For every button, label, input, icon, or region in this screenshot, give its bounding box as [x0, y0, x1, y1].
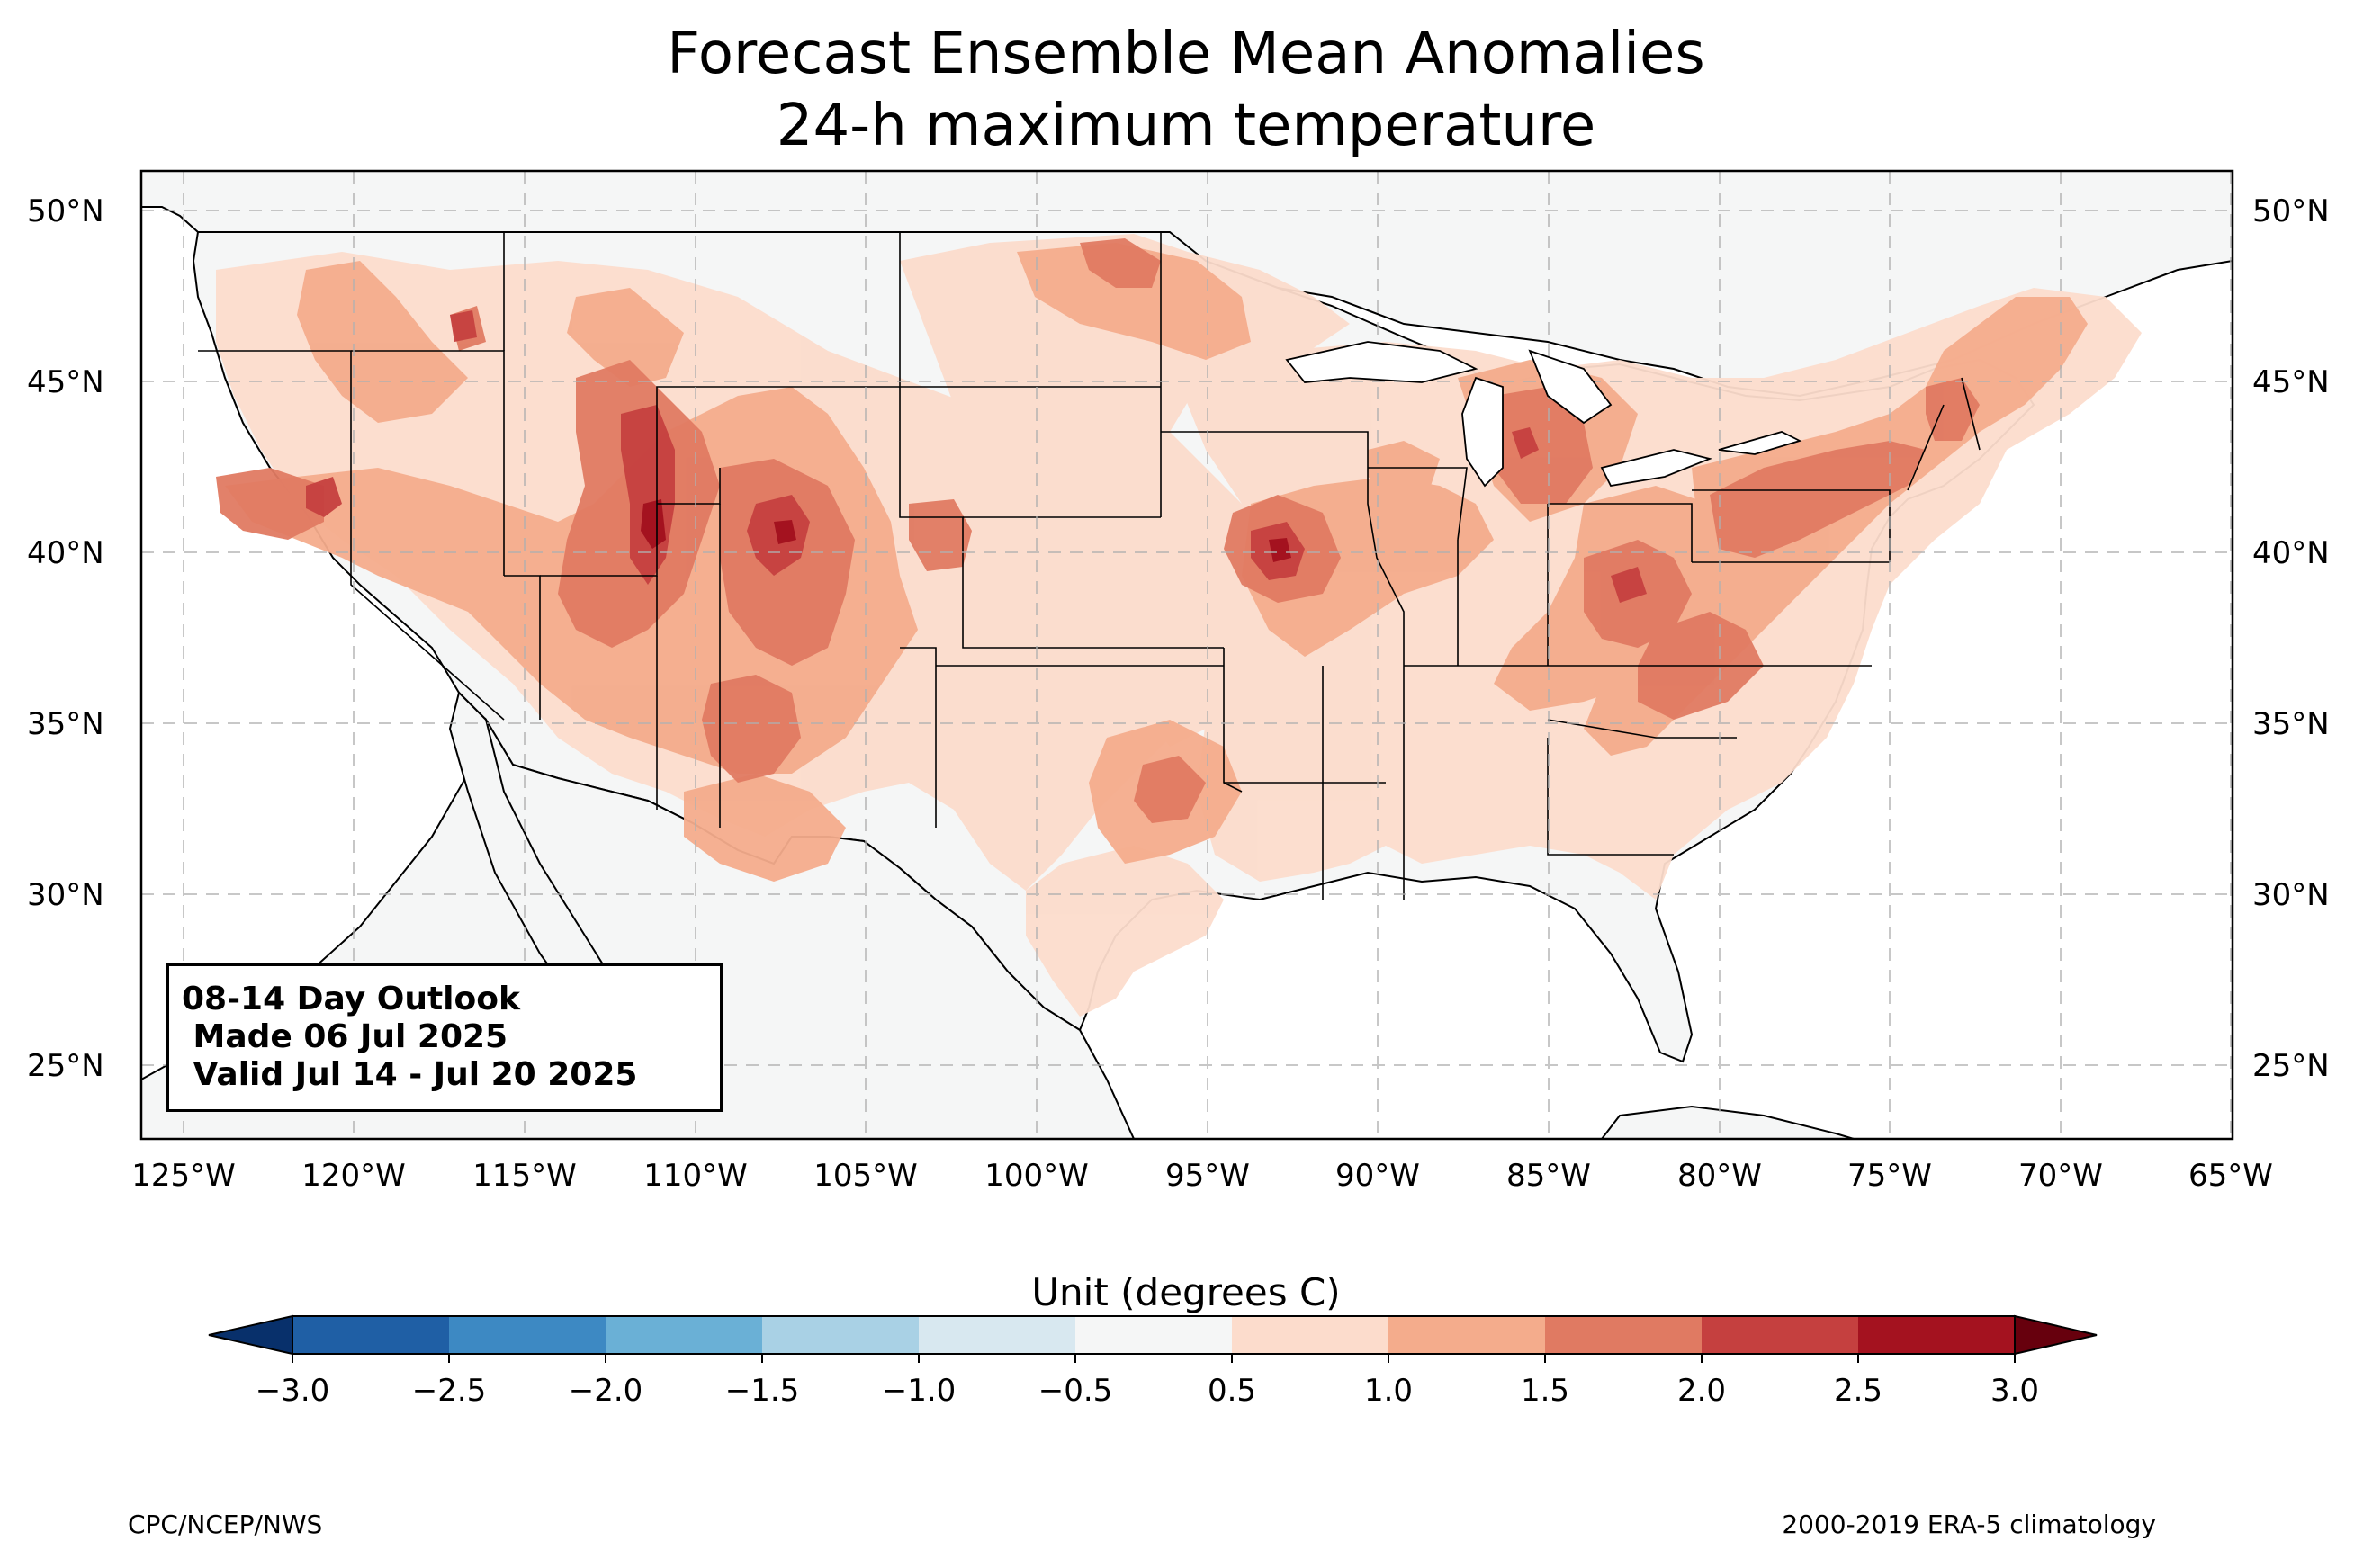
lat-label: 50°N	[2252, 193, 2330, 229]
lon-label: 75°W	[1847, 1158, 1932, 1194]
lon-labels: 125°W 120°W 115°W 110°W 105°W 100°W 95°W…	[131, 1158, 2273, 1194]
lat-label: 45°N	[2252, 364, 2330, 400]
colorbar-tick-label: −1.0	[882, 1373, 957, 1409]
lon-label: 95°W	[1165, 1158, 1250, 1194]
colorbar-tick-label: 1.0	[1364, 1373, 1413, 1409]
footer-source: CPC/NCEP/NWS	[128, 1510, 323, 1539]
map-title-line2: 24-h maximum temperature	[776, 93, 1596, 159]
colorbar-ticks	[292, 1354, 2016, 1363]
colorbar-bin	[449, 1316, 606, 1354]
colorbar-bin	[1702, 1316, 1858, 1354]
lon-label: 100°W	[984, 1158, 1089, 1194]
graticule	[141, 171, 2233, 1139]
lat-label: 35°N	[2252, 706, 2330, 742]
outlook-info-box: 08-14 Day Outlook Made 06 Jul 2025 Valid…	[166, 963, 723, 1112]
colorbar-bin	[1075, 1316, 1232, 1354]
lon-label: 110°W	[643, 1158, 748, 1194]
lat-label: 25°N	[2252, 1048, 2330, 1084]
colorbar-tick-label: −2.0	[569, 1373, 643, 1409]
colorbar-outline	[292, 1315, 2016, 1355]
map-title-line1: Forecast Ensemble Mean Anomalies	[667, 21, 1705, 87]
lon-label: 65°W	[2188, 1158, 2273, 1194]
colorbar-bin	[1858, 1316, 2015, 1354]
colorbar: −3.0 −2.5 −2.0 −1.5 −1.0 −0.5 0.5 1.0 1.…	[208, 1314, 2098, 1409]
lon-label: 105°W	[813, 1158, 918, 1194]
colorbar-tick-labels: −3.0 −2.5 −2.0 −1.5 −1.0 −0.5 0.5 1.0 1.…	[256, 1373, 2039, 1409]
lat-label: 35°N	[27, 706, 104, 742]
colorbar-bin	[919, 1316, 1075, 1354]
lon-label: 90°W	[1335, 1158, 1420, 1194]
lat-label: 50°N	[27, 193, 104, 229]
anomaly-2.5-3.0	[641, 499, 1291, 562]
colorbar-tick-label: 1.5	[1521, 1373, 1569, 1409]
colorbar-tick-label: 2.5	[1834, 1373, 1882, 1409]
lat-label: 45°N	[27, 364, 104, 400]
outlook-made-date: Made 06 Jul 2025	[182, 1018, 508, 1055]
colorbar-bin	[1388, 1316, 1545, 1354]
colorbar-tick-label: −3.0	[256, 1373, 330, 1409]
lat-label: 40°N	[2252, 535, 2330, 571]
colorbar-tick-label: 0.5	[1208, 1373, 1256, 1409]
lon-label: 70°W	[2018, 1158, 2103, 1194]
colorbar-bin	[1232, 1316, 1388, 1354]
outlook-valid-range: Valid Jul 14 - Jul 20 2025	[182, 1056, 638, 1093]
lon-label: 115°W	[472, 1158, 577, 1194]
colorbar-tick-label: 3.0	[1990, 1373, 2039, 1409]
great-lakes	[1285, 341, 1802, 488]
colorbar-tick-label: −2.5	[412, 1373, 487, 1409]
florida-keys-cuba	[1600, 1105, 1855, 1139]
lat-label: 30°N	[2252, 877, 2330, 913]
lat-label: 30°N	[27, 877, 104, 913]
lat-label: 40°N	[27, 535, 104, 571]
lat-label: 25°N	[27, 1048, 104, 1084]
lat-labels-left: 50°N 45°N 40°N 35°N 30°N 25°N	[27, 193, 104, 1084]
colorbar-bin	[762, 1316, 919, 1354]
colorbar-label: Unit (degrees C)	[1031, 1270, 1341, 1314]
lon-label: 120°W	[301, 1158, 406, 1194]
colorbar-tick-label: −0.5	[1038, 1373, 1113, 1409]
map-border	[139, 169, 2234, 1141]
lat-labels-right: 50°N 45°N 40°N 35°N 30°N 25°N	[2252, 193, 2330, 1084]
colorbar-bin	[292, 1316, 449, 1354]
colorbar-tick-label: −1.5	[725, 1373, 800, 1409]
outlook-period: 08-14 Day Outlook	[182, 981, 520, 1017]
lon-label: 85°W	[1506, 1158, 1591, 1194]
lon-label: 80°W	[1677, 1158, 1762, 1194]
colorbar-bin	[1545, 1316, 1702, 1354]
footer-climatology: 2000-2019 ERA-5 climatology	[1782, 1510, 2156, 1539]
colorbar-min-extend	[208, 1314, 293, 1356]
colorbar-bin	[606, 1316, 762, 1354]
colorbar-max-extend	[2014, 1314, 2098, 1356]
lon-label: 125°W	[131, 1158, 236, 1194]
colorbar-tick-label: 2.0	[1677, 1373, 1726, 1409]
